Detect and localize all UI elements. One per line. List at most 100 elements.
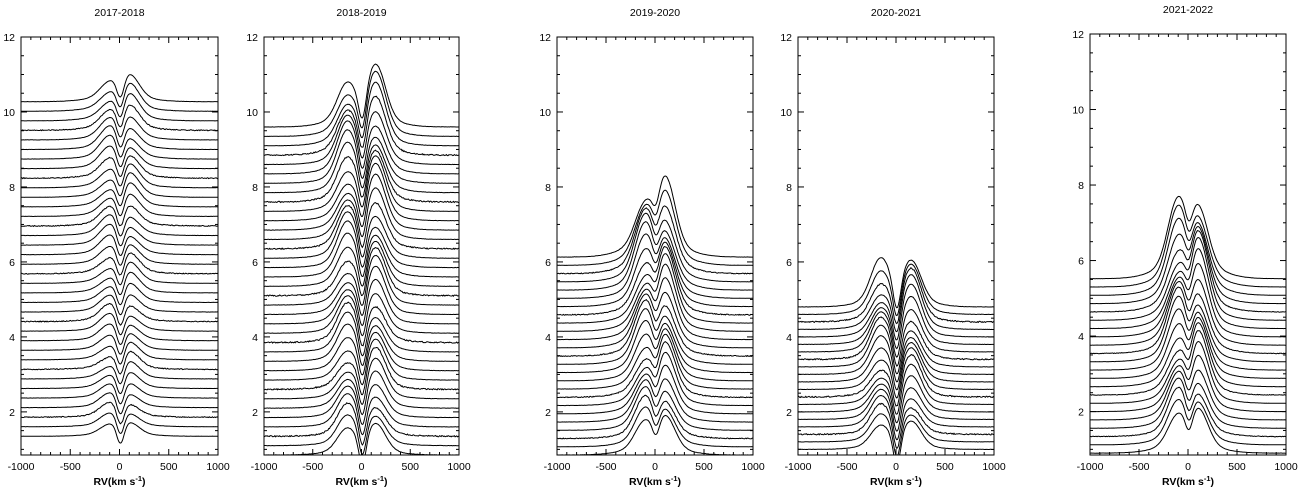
- x-axis-label: RV(km s-1): [870, 474, 922, 488]
- spectrum-line-27: [21, 163, 218, 189]
- x-axis-label: RV(km s-1): [94, 474, 146, 488]
- spectrum-line-20: [557, 233, 753, 299]
- spectrum-line-5: [798, 387, 994, 432]
- x-axis-label: RV(km s-1): [1162, 474, 1214, 488]
- spectrum-line-25: [557, 175, 753, 258]
- x-axis-label-main: RV(km s: [336, 476, 378, 488]
- spectrum-line-5: [1090, 369, 1286, 421]
- spectrum-line-19: [557, 241, 753, 308]
- spectrum-line-22: [264, 211, 459, 259]
- spectrum-line-1: [21, 422, 218, 444]
- spectrum-line-18: [21, 252, 218, 276]
- spectrum-line-16: [21, 271, 218, 296]
- spectrum-line-26: [264, 162, 459, 222]
- spectrum-line-1: [798, 420, 994, 455]
- x-axis-label-close: ): [1211, 476, 1215, 488]
- spectrum-line-24: [21, 193, 218, 218]
- spectrum-line-11: [1090, 308, 1286, 371]
- x-tick-label: 1000: [741, 461, 765, 473]
- x-tick-label: 500: [401, 461, 419, 473]
- spectrum-line-24: [264, 187, 459, 241]
- spectrum-line-10: [1090, 316, 1286, 379]
- spectrum-line-24: [557, 189, 753, 266]
- chart-panel-2: -1000 -500 0 500 1000 2 4 6 8 10 12 2018-2019 RV(km …: [246, 7, 471, 488]
- y-tick-label: 4: [545, 332, 551, 344]
- x-tick-label: 0: [893, 461, 899, 473]
- spectrum-line-27: [264, 155, 459, 213]
- spectrum-line-32: [264, 111, 459, 166]
- spectrum-line-8: [1090, 330, 1286, 396]
- y-tick-label: 4: [786, 332, 792, 344]
- spectrum-line-12: [21, 312, 218, 336]
- y-tick-label: 2: [9, 407, 15, 419]
- spectrum-line-6: [557, 364, 753, 415]
- spectrum-line-20: [798, 257, 994, 309]
- y-tick-label: 6: [545, 257, 551, 269]
- spectrum-line-13: [798, 316, 994, 367]
- spectrum-line-3: [557, 394, 753, 440]
- spectrum-line-7: [798, 363, 994, 415]
- spectrum-line-16: [264, 265, 459, 316]
- chart-panel-5: -1000 -500 0 500 1000 2 4 6 8 10 12 2021-2022 RV(km …: [1072, 4, 1298, 488]
- x-axis-label-close: ): [678, 476, 682, 488]
- spectrum-line-10: [798, 341, 994, 391]
- spectrum-line-28: [21, 155, 218, 180]
- spectra-group: [1090, 195, 1286, 454]
- spectrum-line-25: [264, 173, 459, 231]
- spectrum-line-5: [264, 384, 459, 425]
- spectrum-line-7: [1090, 340, 1286, 404]
- spectrum-line-14: [264, 293, 459, 337]
- spectrum-line-19: [264, 240, 459, 287]
- x-tick-label: -1000: [785, 461, 812, 473]
- spectrum-line-25: [21, 182, 218, 208]
- spectrum-line-35: [264, 70, 459, 138]
- spectrum-line-2: [21, 412, 218, 434]
- spectrum-line-15: [1090, 262, 1286, 338]
- spectrum-line-9: [1090, 322, 1286, 388]
- y-tick-label: 12: [780, 32, 792, 44]
- y-tick-label: 2: [252, 407, 258, 419]
- panel-title: 2020-2021: [871, 7, 921, 19]
- y-tick-label: 8: [1078, 180, 1084, 192]
- y-tick-label: 2: [1078, 407, 1084, 419]
- x-axis-label-close: ): [142, 476, 146, 488]
- spectrum-line-20: [21, 234, 218, 256]
- y-tick-label: 6: [786, 257, 792, 269]
- x-axis-label-main: RV(km s: [629, 476, 671, 488]
- x-tick-label: 500: [695, 461, 713, 473]
- x-tick-label: 500: [936, 461, 954, 473]
- y-tick-label: 10: [780, 107, 792, 119]
- spectrum-line-13: [21, 303, 218, 326]
- spectrum-line-31: [21, 125, 218, 151]
- y-tick-label: 10: [246, 107, 258, 119]
- spectrum-line-8: [557, 340, 753, 399]
- spectrum-line-30: [264, 129, 459, 184]
- x-tick-label: -500: [1128, 461, 1149, 473]
- spectrum-line-11: [798, 335, 994, 383]
- x-tick-label: -500: [60, 461, 81, 473]
- x-tick-label: -1000: [8, 461, 35, 473]
- y-tick-label: 12: [246, 32, 258, 44]
- spectrum-line-9: [798, 347, 994, 399]
- y-tick-label: 6: [9, 257, 15, 269]
- y-tick-label: 8: [545, 182, 551, 194]
- spectrum-line-5: [21, 383, 218, 405]
- y-tick-label: 2: [786, 407, 792, 419]
- x-axis-label-exponent: -1: [671, 474, 678, 483]
- spectrum-line-18: [798, 266, 994, 325]
- spectrum-line-2: [1090, 398, 1286, 446]
- y-tick-label: 8: [252, 182, 258, 194]
- spectrum-line-13: [1090, 286, 1286, 355]
- spectrum-line-3: [264, 402, 459, 446]
- spectrum-line-16: [557, 263, 753, 332]
- spectrum-line-29: [21, 145, 218, 170]
- spectrum-line-30: [21, 134, 218, 160]
- x-tick-label: 0: [1185, 461, 1191, 473]
- spectrum-line-17: [1090, 236, 1286, 321]
- spectrum-line-23: [21, 205, 218, 228]
- spectrum-line-10: [557, 328, 753, 382]
- x-tick-label: -1000: [544, 461, 571, 473]
- x-tick-label: -500: [836, 461, 857, 473]
- plot-frame: [1089, 33, 1287, 456]
- x-axis-label-exponent: -1: [1204, 474, 1211, 483]
